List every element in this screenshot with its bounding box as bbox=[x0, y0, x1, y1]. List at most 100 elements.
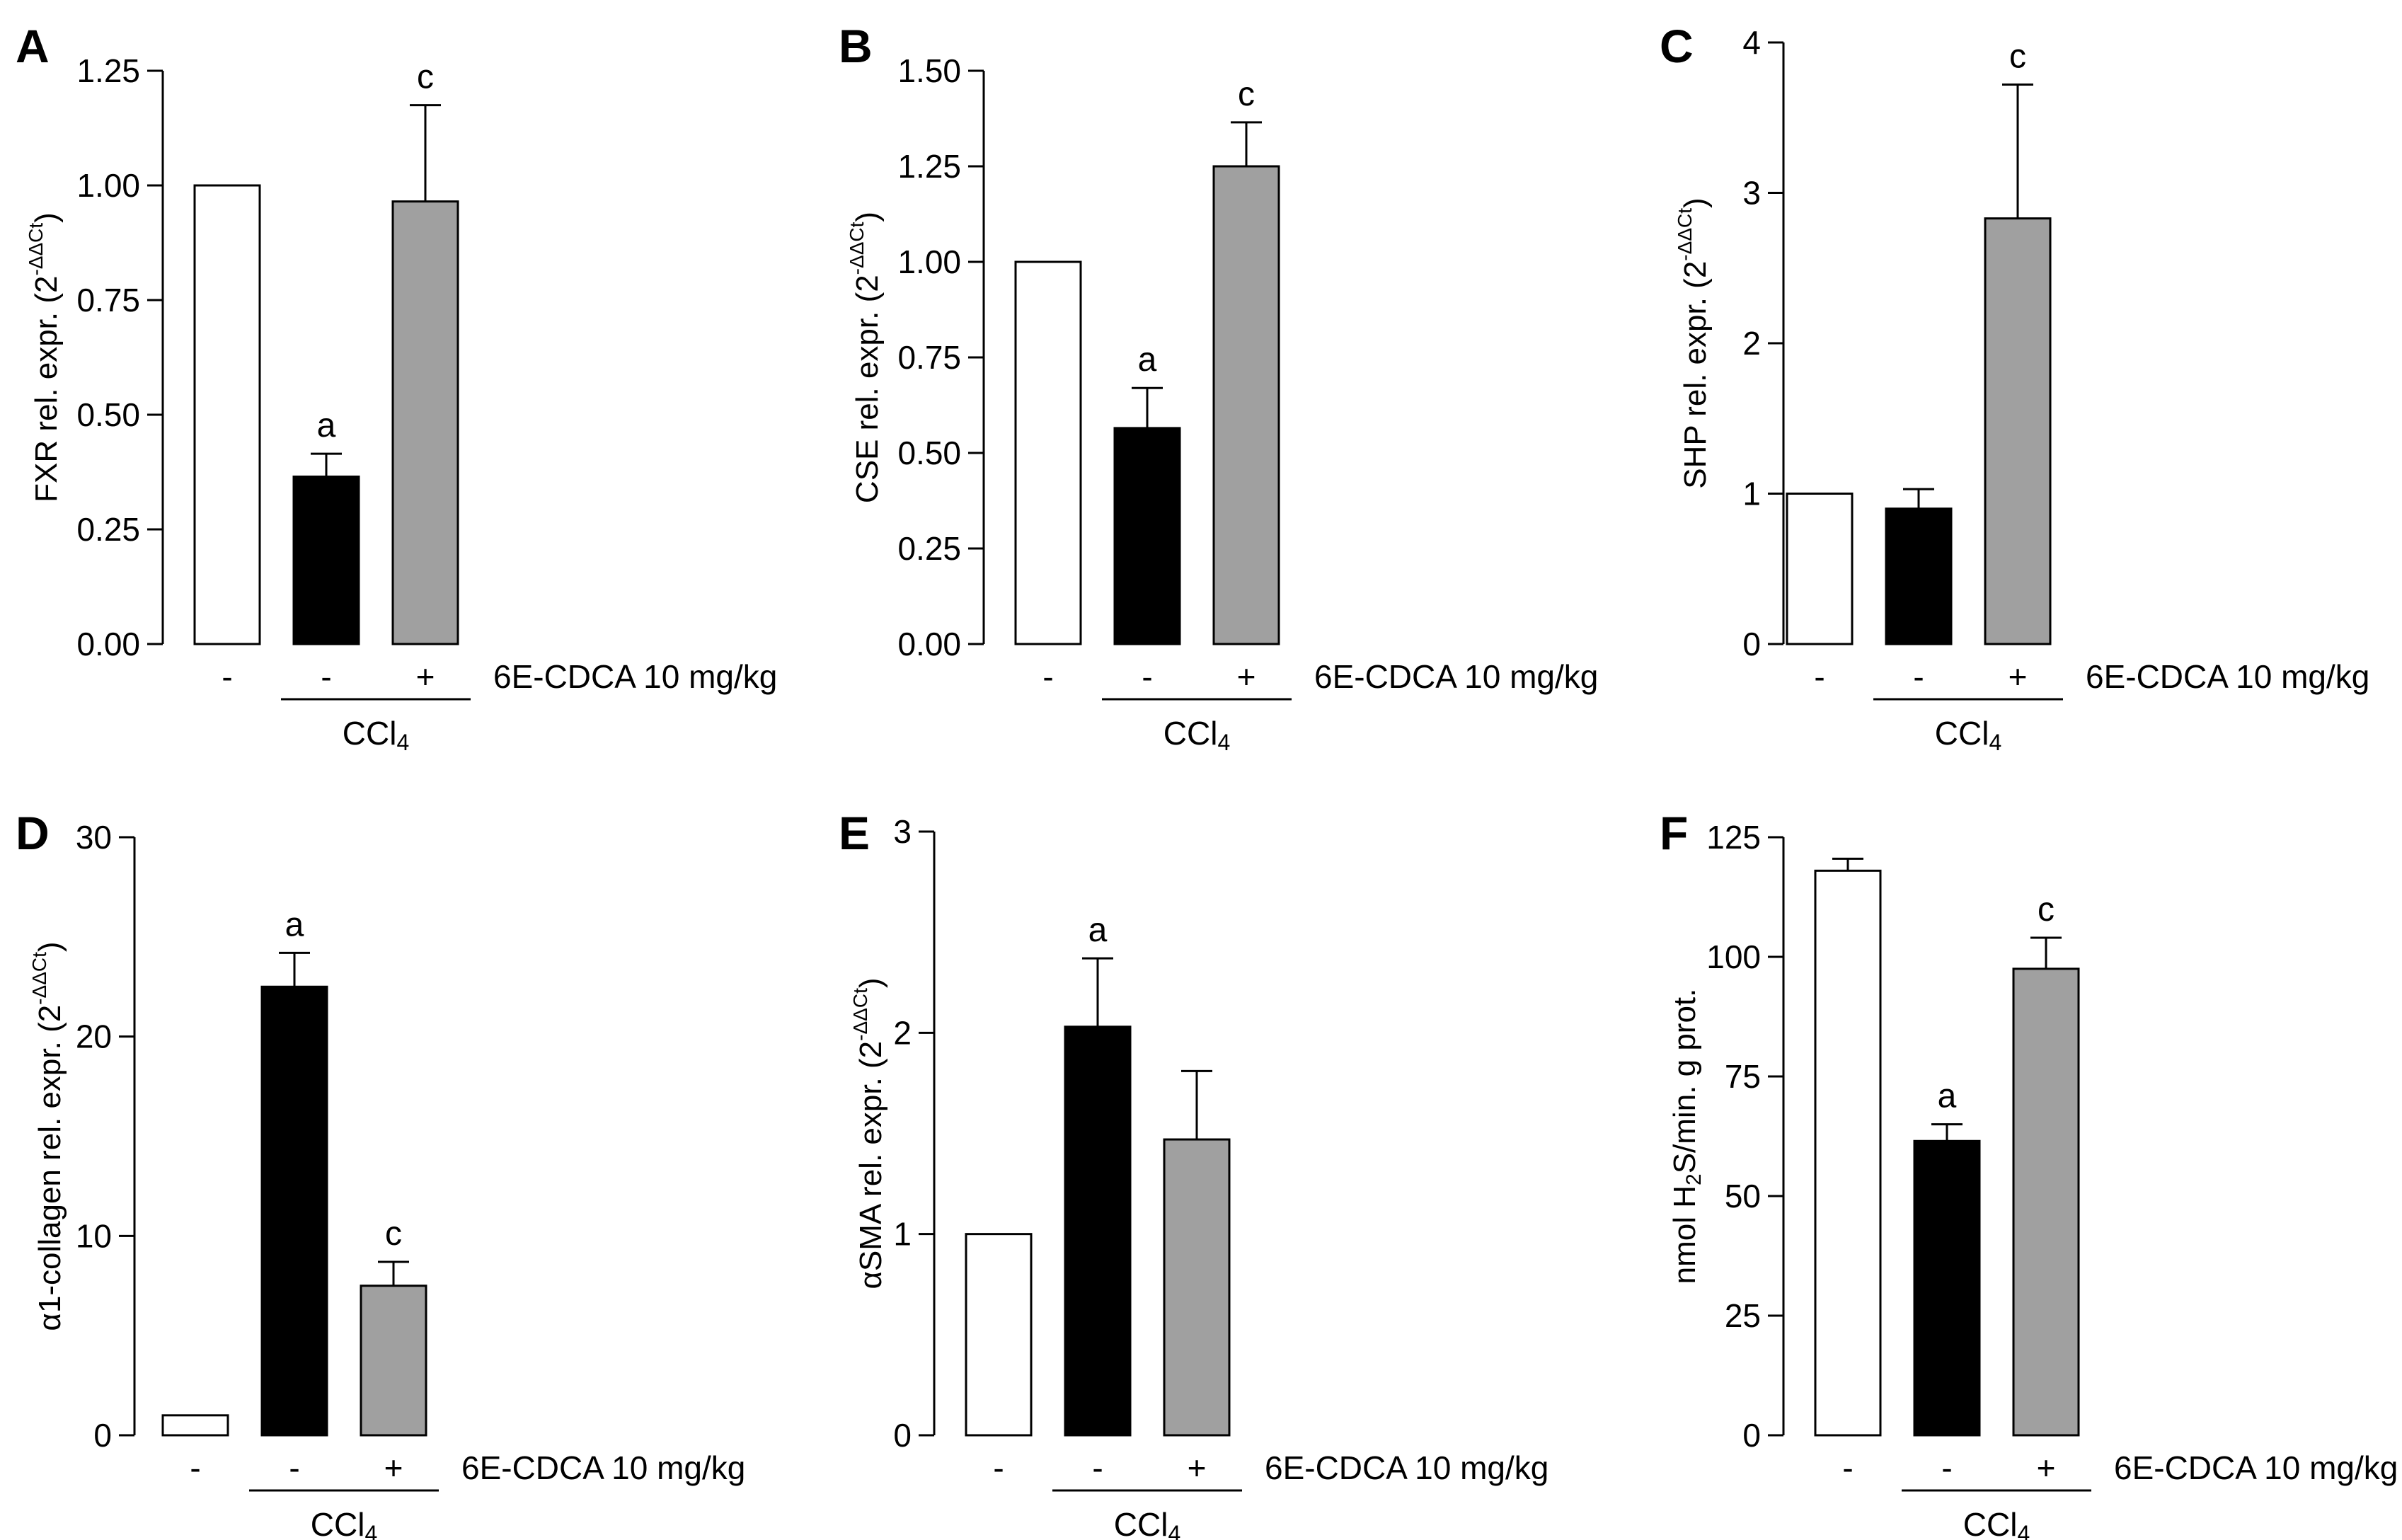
sig-label-a-2: c bbox=[417, 59, 434, 96]
category-label-c-2: + bbox=[2009, 658, 2028, 695]
treatment-label-f: 6E-CDCA 10 mg/kg bbox=[2114, 1449, 2398, 1486]
category-label-f-1: - bbox=[1941, 1449, 1952, 1486]
y-tick-label-b-5: 1.25 bbox=[897, 148, 961, 185]
y-tick-label-a-5: 1.25 bbox=[76, 52, 140, 89]
y-tick-label-e-0: 0 bbox=[893, 1417, 912, 1454]
treatment-label-a: 6E-CDCA 10 mg/kg bbox=[493, 658, 777, 695]
sig-label-d-2: c bbox=[385, 1215, 402, 1253]
y-axis-label-a: FXR rel. expr. (2-ΔΔCt) bbox=[25, 212, 64, 502]
y-tick-label-c-4: 4 bbox=[1742, 24, 1761, 61]
y-tick-label-d-0: 0 bbox=[93, 1417, 112, 1454]
category-label-a-2: + bbox=[416, 658, 435, 695]
y-axis-label-b: CSE rel. expr. (2-ΔΔCt) bbox=[846, 212, 885, 503]
panel-label-f: F bbox=[1660, 807, 1688, 859]
sig-label-e-1: a bbox=[1088, 912, 1108, 949]
bar-c-1 bbox=[1885, 507, 1953, 645]
category-label-d-1: - bbox=[289, 1449, 299, 1486]
bar-a-0 bbox=[193, 184, 261, 645]
category-label-e-2: + bbox=[1188, 1449, 1207, 1486]
group-label-c: CCl4 bbox=[1935, 715, 2001, 755]
panel-label-c: C bbox=[1660, 20, 1694, 72]
y-tick-label-a-0: 0.00 bbox=[76, 626, 140, 662]
category-label-b-2: + bbox=[1237, 658, 1256, 695]
bar-e-2 bbox=[1163, 1138, 1231, 1437]
sig-label-a-1: a bbox=[317, 407, 336, 444]
sig-label-d-1: a bbox=[285, 906, 304, 943]
y-tick-label-b-0: 0.00 bbox=[897, 626, 961, 662]
group-label-f: CCl4 bbox=[1963, 1506, 2030, 1540]
bar-c-2 bbox=[1984, 217, 2052, 645]
bar-b-1 bbox=[1113, 427, 1181, 645]
bar-f-0 bbox=[1814, 869, 1882, 1437]
y-tick-label-b-3: 0.75 bbox=[897, 339, 961, 376]
y-tick-label-f-4: 100 bbox=[1706, 938, 1761, 975]
bar-a-1 bbox=[292, 475, 360, 645]
y-tick-label-c-2: 2 bbox=[1742, 325, 1761, 362]
y-tick-label-e-3: 3 bbox=[893, 813, 912, 850]
y-tick-label-e-1: 1 bbox=[893, 1216, 912, 1253]
category-label-f-2: + bbox=[2037, 1449, 2056, 1486]
group-label-d: CCl4 bbox=[311, 1506, 377, 1540]
y-tick-label-a-2: 0.50 bbox=[76, 396, 140, 433]
bar-b-2 bbox=[1212, 165, 1280, 645]
treatment-label-e: 6E-CDCA 10 mg/kg bbox=[1265, 1449, 1548, 1486]
treatment-label-c: 6E-CDCA 10 mg/kg bbox=[2086, 658, 2369, 695]
category-label-e-0: - bbox=[993, 1449, 1004, 1486]
y-axis-label-d: α1-collagen rel. expr. (2-ΔΔCt) bbox=[28, 941, 67, 1331]
category-label-a-0: - bbox=[222, 658, 232, 695]
y-tick-label-f-1: 25 bbox=[1725, 1297, 1761, 1334]
y-tick-label-b-2: 0.50 bbox=[897, 435, 961, 471]
sig-label-b-2: c bbox=[1238, 76, 1255, 113]
bar-c-0 bbox=[1786, 493, 1854, 645]
category-label-d-0: - bbox=[190, 1449, 200, 1486]
panel-label-b: B bbox=[839, 20, 873, 72]
y-tick-label-f-0: 0 bbox=[1742, 1417, 1761, 1454]
treatment-label-b: 6E-CDCA 10 mg/kg bbox=[1314, 658, 1598, 695]
y-tick-label-c-0: 0 bbox=[1742, 626, 1761, 662]
bar-f-2 bbox=[2012, 967, 2080, 1437]
y-axis-label-c: SHP rel. expr. (2-ΔΔCt) bbox=[1674, 197, 1713, 488]
bar-e-0 bbox=[965, 1233, 1033, 1437]
category-label-d-2: + bbox=[384, 1449, 403, 1486]
y-tick-label-d-2: 20 bbox=[76, 1018, 112, 1055]
category-label-f-0: - bbox=[1842, 1449, 1853, 1486]
y-axis-label-f: nmol H2S/min. g prot. bbox=[1667, 989, 1706, 1285]
y-tick-label-a-1: 0.25 bbox=[76, 511, 140, 548]
category-label-c-0: - bbox=[1814, 658, 1825, 695]
y-tick-label-e-2: 2 bbox=[893, 1014, 912, 1051]
treatment-label-d: 6E-CDCA 10 mg/kg bbox=[461, 1449, 745, 1486]
bar-a-2 bbox=[391, 200, 459, 645]
category-label-b-0: - bbox=[1042, 658, 1053, 695]
panel-label-e: E bbox=[839, 807, 870, 859]
bar-f-1 bbox=[1913, 1139, 1981, 1437]
y-tick-label-a-4: 1.00 bbox=[76, 167, 140, 204]
y-axis-label-e: αSMA rel. expr. (2-ΔΔCt) bbox=[849, 977, 888, 1289]
y-tick-label-d-3: 30 bbox=[76, 819, 112, 856]
bar-b-0 bbox=[1014, 260, 1082, 645]
group-label-a: CCl4 bbox=[343, 715, 409, 755]
bar-d-2 bbox=[360, 1285, 427, 1437]
sig-label-f-1: a bbox=[1938, 1078, 1957, 1115]
category-label-e-1: - bbox=[1092, 1449, 1103, 1486]
y-tick-label-d-1: 10 bbox=[76, 1217, 112, 1254]
group-label-b: CCl4 bbox=[1163, 715, 1230, 755]
y-tick-label-f-3: 75 bbox=[1725, 1058, 1761, 1095]
sig-label-c-2: c bbox=[2009, 38, 2026, 76]
y-tick-label-f-5: 125 bbox=[1706, 819, 1761, 856]
bar-e-1 bbox=[1064, 1025, 1132, 1437]
sig-label-b-1: a bbox=[1138, 341, 1157, 379]
group-label-e: CCl4 bbox=[1114, 1506, 1180, 1540]
panel-label-a: A bbox=[16, 20, 50, 72]
bar-d-0 bbox=[161, 1414, 229, 1437]
bar-d-1 bbox=[260, 985, 328, 1437]
y-tick-label-b-1: 0.25 bbox=[897, 530, 961, 567]
category-label-a-1: - bbox=[321, 658, 331, 695]
y-tick-label-b-6: 1.50 bbox=[897, 52, 961, 89]
category-label-c-1: - bbox=[1913, 658, 1924, 695]
y-tick-label-a-3: 0.75 bbox=[76, 282, 140, 318]
category-label-b-1: - bbox=[1142, 658, 1152, 695]
y-tick-label-b-4: 1.00 bbox=[897, 243, 961, 280]
y-tick-label-c-3: 3 bbox=[1742, 175, 1761, 212]
y-tick-label-c-1: 1 bbox=[1742, 476, 1761, 512]
